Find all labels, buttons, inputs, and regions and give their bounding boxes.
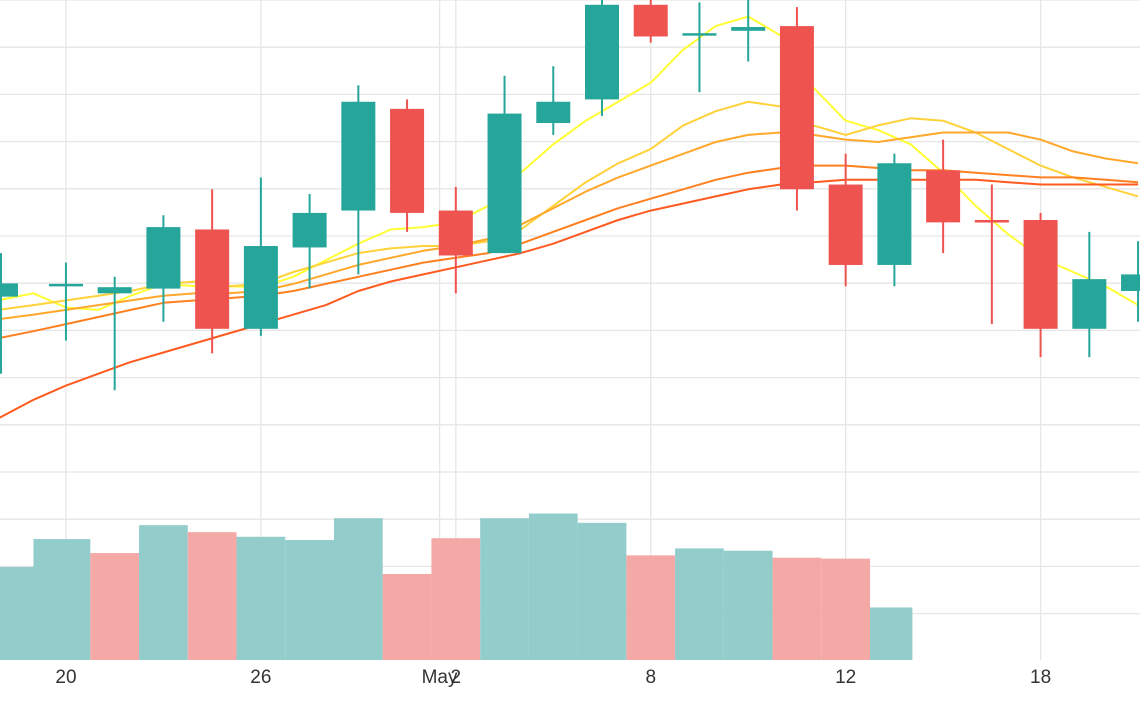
candles [0, 0, 1140, 391]
volume-bar [870, 607, 913, 660]
x-tick-label: May [422, 667, 458, 688]
volume-bars [0, 513, 913, 660]
candle-body [390, 108, 425, 213]
candle-body [877, 163, 912, 265]
volume-bar [723, 550, 773, 660]
candle-body [585, 4, 620, 100]
candle-body [974, 220, 1009, 223]
volume-bar [382, 573, 432, 660]
volume-bar [821, 558, 871, 660]
x-tick-label: 18 [1030, 667, 1051, 688]
candle-body [682, 33, 717, 36]
candle-body [146, 227, 181, 289]
volume-bar [772, 557, 822, 660]
volume-bar [675, 548, 724, 660]
volume-bar [0, 567, 34, 660]
candle-body [1121, 274, 1140, 291]
volume-bar [236, 536, 286, 660]
moving-average-line [0, 178, 1139, 419]
volume-bar [577, 522, 627, 660]
candle-body [1072, 279, 1107, 329]
x-tick-label: 20 [55, 667, 76, 688]
moving-average-line [0, 131, 1139, 321]
volume-bar [626, 555, 676, 660]
volume-bar [187, 532, 237, 660]
volume-bar [33, 539, 91, 660]
volume-bar [285, 540, 334, 660]
candle-body [1023, 220, 1058, 329]
candle-body [195, 229, 230, 329]
candle-body [633, 4, 668, 37]
candle-body [926, 170, 961, 223]
volume-bar [528, 513, 578, 660]
x-tick-label: 2 [451, 667, 462, 688]
moving-average-lines [0, 15, 1139, 419]
volume-bar [139, 525, 188, 660]
moving-average-line [0, 100, 1139, 311]
candle-body [779, 26, 814, 190]
candle-body [243, 246, 278, 329]
candle-body [731, 27, 766, 31]
x-tick-label: 26 [250, 667, 271, 688]
candle-body [97, 287, 132, 294]
candle-body [487, 113, 522, 254]
x-tick-label: 8 [645, 667, 656, 688]
candle-body [536, 101, 571, 124]
volume-bar [431, 538, 481, 660]
candle-body [48, 283, 83, 287]
x-tick-label: 12 [835, 667, 856, 688]
candle-body [438, 210, 473, 256]
volume-bar [90, 553, 140, 660]
candle-body [0, 283, 18, 297]
candle-body [828, 184, 863, 265]
volume-bar [333, 518, 383, 660]
candle-body [292, 212, 327, 248]
volume-bar [480, 518, 529, 660]
candle-body [341, 101, 376, 211]
